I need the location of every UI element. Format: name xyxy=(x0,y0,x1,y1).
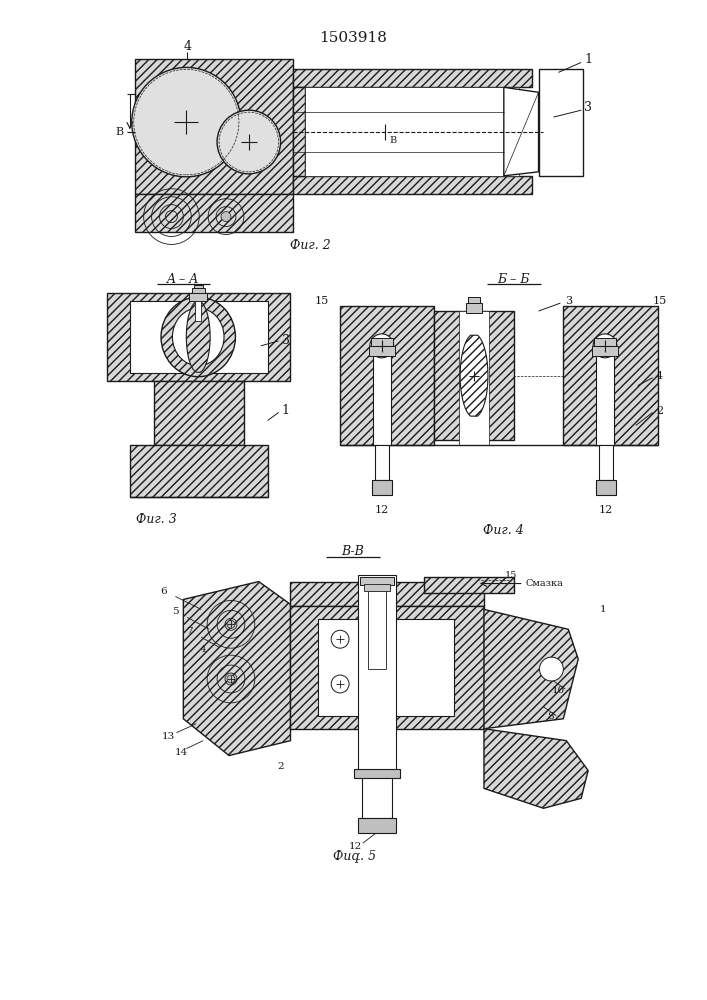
Text: B-B: B-B xyxy=(341,545,364,558)
Bar xyxy=(194,285,203,288)
Circle shape xyxy=(221,212,231,222)
Text: 10: 10 xyxy=(551,686,565,695)
Circle shape xyxy=(132,67,241,177)
Bar xyxy=(153,381,244,445)
Circle shape xyxy=(593,334,617,358)
Polygon shape xyxy=(484,729,588,808)
Bar xyxy=(305,87,519,176)
Text: Фиգ. 5: Фиգ. 5 xyxy=(334,850,377,863)
Bar xyxy=(360,577,394,585)
Circle shape xyxy=(539,657,563,681)
Bar xyxy=(358,818,396,833)
Circle shape xyxy=(370,334,394,358)
Text: Фиг. 2: Фиг. 2 xyxy=(290,239,331,252)
Text: 15: 15 xyxy=(505,571,517,580)
Bar xyxy=(596,480,616,495)
Text: 1: 1 xyxy=(584,53,592,66)
Bar xyxy=(291,606,484,729)
Bar xyxy=(293,69,532,87)
Text: 8: 8 xyxy=(547,712,554,721)
Circle shape xyxy=(227,675,235,683)
Polygon shape xyxy=(484,609,578,729)
Bar xyxy=(135,194,293,232)
Bar xyxy=(354,768,399,778)
Bar xyxy=(293,176,532,194)
Bar xyxy=(369,346,395,356)
Text: 2: 2 xyxy=(656,406,663,416)
Ellipse shape xyxy=(161,297,235,377)
Bar xyxy=(130,445,268,497)
Bar xyxy=(375,445,389,480)
Bar xyxy=(434,311,514,440)
Polygon shape xyxy=(504,87,539,176)
Text: 1: 1 xyxy=(281,404,290,417)
Text: 6: 6 xyxy=(160,587,167,596)
Polygon shape xyxy=(187,302,210,372)
Text: 2: 2 xyxy=(277,762,284,771)
Text: 3: 3 xyxy=(281,334,290,347)
Bar xyxy=(371,338,392,346)
Text: 5: 5 xyxy=(172,607,179,616)
Bar xyxy=(466,303,482,313)
Bar xyxy=(592,346,618,356)
Bar xyxy=(291,582,484,606)
Text: Б – Б: Б – Б xyxy=(498,273,530,286)
Text: 15: 15 xyxy=(653,296,667,306)
Text: 13: 13 xyxy=(162,732,175,741)
Text: B: B xyxy=(390,136,397,145)
Text: B: B xyxy=(116,127,124,137)
Circle shape xyxy=(227,620,235,628)
Text: 12: 12 xyxy=(349,842,361,851)
Text: 3: 3 xyxy=(584,101,592,114)
Text: Фиг. 4: Фиг. 4 xyxy=(484,524,524,537)
Text: 1503918: 1503918 xyxy=(319,31,387,45)
Bar xyxy=(594,338,616,346)
Bar xyxy=(130,301,268,373)
Text: 12: 12 xyxy=(599,505,613,515)
Circle shape xyxy=(331,630,349,648)
Bar xyxy=(539,69,583,176)
Polygon shape xyxy=(460,335,488,416)
Bar xyxy=(424,577,514,593)
Bar xyxy=(563,306,658,445)
Text: 4: 4 xyxy=(183,40,192,53)
Circle shape xyxy=(217,110,281,174)
Text: 3: 3 xyxy=(565,296,572,306)
Text: 4: 4 xyxy=(200,645,206,654)
Text: 12: 12 xyxy=(375,505,389,515)
Bar xyxy=(368,589,386,669)
Text: 4: 4 xyxy=(656,371,663,381)
Bar xyxy=(318,619,454,716)
Text: A – A: A – A xyxy=(168,273,199,286)
Bar xyxy=(195,301,201,321)
Bar xyxy=(358,575,396,773)
Text: 15: 15 xyxy=(315,296,329,306)
Text: 11: 11 xyxy=(383,686,397,695)
Bar xyxy=(192,288,205,293)
Text: 1: 1 xyxy=(600,605,607,614)
Text: 7: 7 xyxy=(186,627,192,636)
Bar xyxy=(340,306,434,445)
Text: Смазка: Смазка xyxy=(525,579,563,588)
Bar xyxy=(362,773,392,818)
Circle shape xyxy=(331,675,349,693)
Ellipse shape xyxy=(173,308,224,366)
Bar xyxy=(189,293,207,301)
Bar xyxy=(373,346,391,445)
Text: Фиг. 3: Фиг. 3 xyxy=(136,513,177,526)
Bar xyxy=(293,87,305,176)
Bar xyxy=(468,297,480,303)
Text: 14: 14 xyxy=(175,748,188,757)
Bar xyxy=(364,584,390,591)
Bar xyxy=(135,59,293,194)
Bar xyxy=(599,445,613,480)
Polygon shape xyxy=(183,582,291,756)
Bar xyxy=(596,346,614,445)
Bar xyxy=(107,293,291,381)
Bar xyxy=(372,480,392,495)
Bar xyxy=(459,311,489,445)
